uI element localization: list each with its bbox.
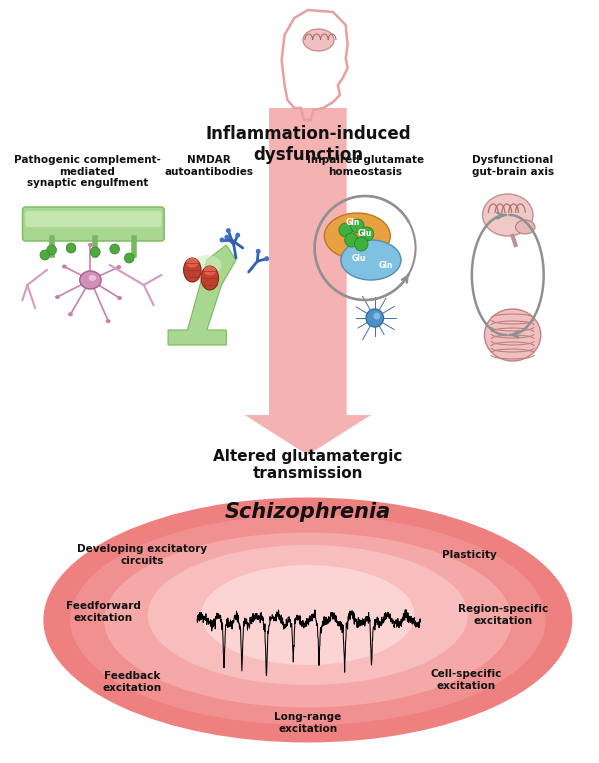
Text: Gln: Gln: [379, 260, 393, 269]
Text: Plasticity: Plasticity: [441, 550, 497, 560]
Circle shape: [90, 247, 100, 257]
Circle shape: [344, 233, 358, 247]
Ellipse shape: [516, 220, 535, 234]
Ellipse shape: [116, 265, 121, 269]
Ellipse shape: [303, 29, 334, 51]
Text: Developing excitatory
circuits: Developing excitatory circuits: [77, 544, 207, 566]
Circle shape: [226, 228, 231, 233]
FancyBboxPatch shape: [25, 211, 161, 227]
Ellipse shape: [88, 243, 93, 247]
Text: Inflammation-induced
dysfunction: Inflammation-induced dysfunction: [205, 125, 411, 164]
Circle shape: [225, 235, 229, 240]
Text: Region-specific
excitation: Region-specific excitation: [458, 604, 548, 626]
Ellipse shape: [201, 565, 415, 665]
Text: Cell-specific
excitation: Cell-specific excitation: [430, 669, 502, 691]
Text: Dysfunctional
gut-brain axis: Dysfunctional gut-brain axis: [471, 155, 553, 176]
Text: Long-range
excitation: Long-range excitation: [274, 712, 341, 734]
Circle shape: [66, 243, 76, 253]
Ellipse shape: [148, 545, 468, 685]
Circle shape: [47, 245, 56, 255]
Circle shape: [220, 237, 225, 243]
Ellipse shape: [186, 258, 198, 268]
Ellipse shape: [43, 497, 572, 742]
Ellipse shape: [68, 312, 73, 317]
Ellipse shape: [204, 266, 216, 275]
Ellipse shape: [70, 515, 546, 725]
Text: Altered glutamatergic
transmission: Altered glutamatergic transmission: [213, 449, 403, 481]
Ellipse shape: [324, 213, 391, 259]
Circle shape: [264, 256, 269, 261]
Ellipse shape: [483, 194, 533, 236]
Text: Feedback
excitation: Feedback excitation: [102, 671, 162, 693]
Ellipse shape: [184, 258, 201, 282]
Circle shape: [366, 309, 383, 327]
Circle shape: [235, 233, 240, 237]
Polygon shape: [168, 245, 236, 345]
Circle shape: [339, 223, 352, 237]
Text: Gln: Gln: [345, 217, 359, 227]
Circle shape: [360, 227, 374, 241]
Ellipse shape: [106, 319, 111, 323]
Ellipse shape: [62, 265, 67, 269]
FancyBboxPatch shape: [23, 207, 164, 241]
Polygon shape: [245, 108, 371, 455]
Text: Impaired glutamate
homeostasis: Impaired glutamate homeostasis: [307, 155, 423, 176]
Ellipse shape: [104, 533, 512, 707]
Text: NMDAR
autoantibodies: NMDAR autoantibodies: [164, 155, 253, 176]
Circle shape: [125, 253, 134, 263]
Circle shape: [355, 237, 368, 251]
Text: Pathogenic complement-
mediated
synaptic engulfment: Pathogenic complement- mediated synaptic…: [14, 155, 161, 188]
Ellipse shape: [192, 255, 222, 275]
Text: Glu: Glu: [358, 228, 373, 237]
Ellipse shape: [89, 275, 96, 281]
Circle shape: [350, 219, 364, 233]
Text: Schizophrenia: Schizophrenia: [225, 502, 391, 522]
Ellipse shape: [341, 240, 401, 280]
Circle shape: [256, 249, 261, 254]
Ellipse shape: [485, 309, 541, 361]
Text: Feedforward
excitation: Feedforward excitation: [66, 601, 141, 623]
Ellipse shape: [80, 271, 101, 289]
Ellipse shape: [117, 296, 122, 300]
Ellipse shape: [201, 266, 219, 290]
Circle shape: [40, 250, 50, 260]
Circle shape: [110, 244, 120, 254]
Ellipse shape: [55, 295, 60, 299]
Circle shape: [373, 313, 380, 320]
Text: Glu: Glu: [352, 253, 367, 262]
